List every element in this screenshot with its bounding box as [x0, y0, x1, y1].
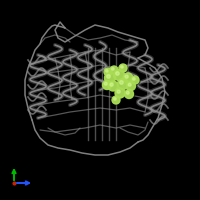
Ellipse shape [115, 88, 125, 98]
Ellipse shape [124, 90, 134, 98]
Ellipse shape [127, 82, 136, 90]
Ellipse shape [104, 82, 107, 85]
Ellipse shape [112, 96, 120, 104]
Ellipse shape [110, 66, 118, 74]
Ellipse shape [111, 67, 119, 75]
Ellipse shape [106, 70, 108, 72]
Ellipse shape [105, 73, 117, 85]
Ellipse shape [127, 82, 137, 92]
Ellipse shape [105, 69, 113, 77]
Ellipse shape [108, 81, 118, 91]
Ellipse shape [120, 65, 128, 73]
Ellipse shape [113, 97, 121, 105]
Ellipse shape [109, 82, 119, 92]
Ellipse shape [128, 83, 131, 86]
Ellipse shape [104, 68, 112, 76]
Ellipse shape [121, 66, 123, 68]
Ellipse shape [114, 70, 124, 80]
Ellipse shape [118, 78, 128, 90]
Ellipse shape [103, 81, 113, 91]
Ellipse shape [125, 90, 135, 100]
Ellipse shape [118, 79, 130, 91]
Ellipse shape [102, 80, 112, 90]
Ellipse shape [107, 75, 110, 78]
Ellipse shape [132, 77, 140, 85]
Ellipse shape [104, 72, 116, 84]
Ellipse shape [133, 78, 135, 80]
Ellipse shape [116, 72, 119, 75]
Ellipse shape [120, 81, 123, 84]
Ellipse shape [117, 90, 120, 93]
Ellipse shape [116, 89, 126, 99]
Ellipse shape [124, 74, 134, 84]
Ellipse shape [112, 68, 114, 70]
Ellipse shape [114, 98, 116, 100]
Ellipse shape [125, 75, 128, 78]
Ellipse shape [123, 73, 133, 83]
Ellipse shape [126, 91, 129, 94]
Ellipse shape [110, 83, 113, 86]
Ellipse shape [119, 64, 127, 72]
Ellipse shape [114, 70, 126, 82]
Ellipse shape [131, 76, 139, 84]
